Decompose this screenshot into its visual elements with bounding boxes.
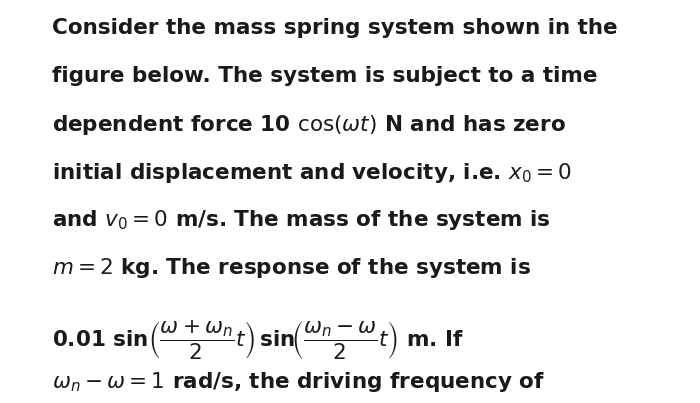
Text: 0.01 sin$\left(\dfrac{\omega+\omega_n}{2}t\right)\!$ sin$\!\left(\dfrac{\omega_n: 0.01 sin$\left(\dfrac{\omega+\omega_n}{2… xyxy=(52,318,464,362)
Text: figure below. The system is subject to a time: figure below. The system is subject to a… xyxy=(52,66,598,86)
Text: $m = 2$ kg. The response of the system is: $m = 2$ kg. The response of the system i… xyxy=(52,256,531,280)
Text: $\omega_n - \omega = 1$ rad/s, the driving frequency of: $\omega_n - \omega = 1$ rad/s, the drivi… xyxy=(52,370,545,394)
Text: initial displacement and velocity, i.e. $x_0 = 0$: initial displacement and velocity, i.e. … xyxy=(52,161,573,185)
Text: and $v_0 = 0$ m/s. The mass of the system is: and $v_0 = 0$ m/s. The mass of the syste… xyxy=(52,208,551,233)
Text: dependent force 10 $\cos(\omega t)$ N and has zero: dependent force 10 $\cos(\omega t)$ N an… xyxy=(52,113,566,137)
Text: Consider the mass spring system shown in the: Consider the mass spring system shown in… xyxy=(52,18,618,38)
